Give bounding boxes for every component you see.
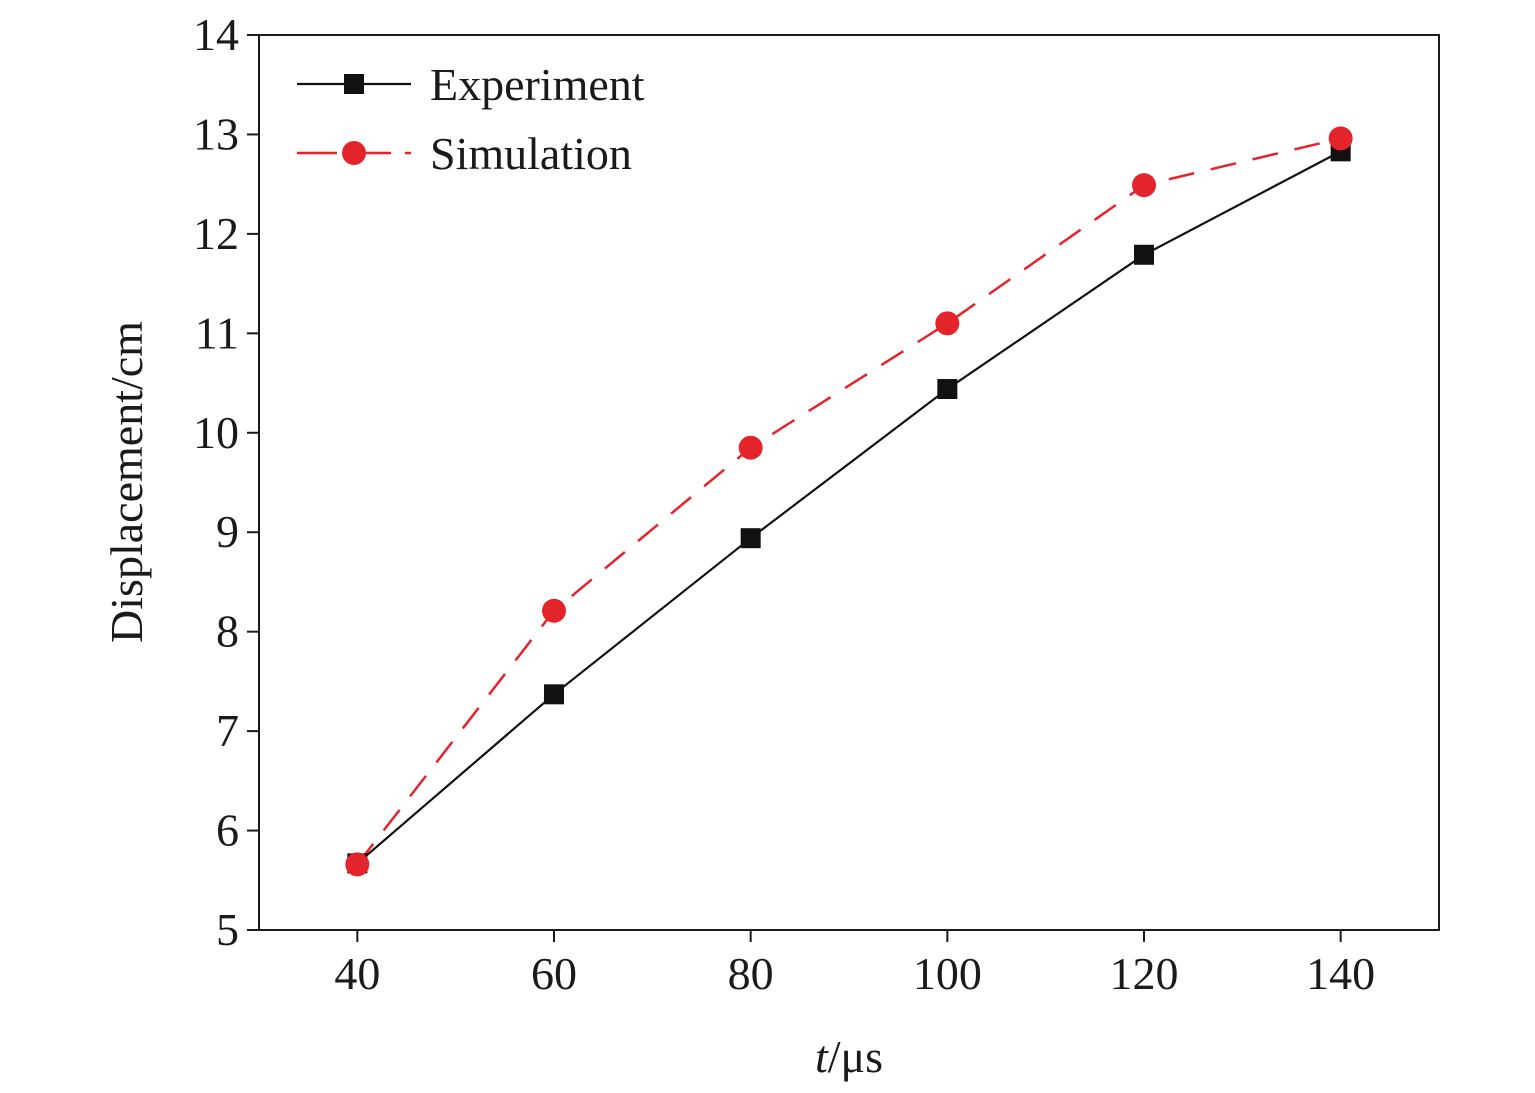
y-tick-label: 12 — [193, 208, 239, 259]
x-tick-label: 120 — [1110, 948, 1179, 999]
x-axis-title-variable: t — [815, 1031, 829, 1082]
y-tick-label: 6 — [216, 805, 239, 856]
y-tick-label: 11 — [195, 307, 239, 358]
series-layer — [345, 126, 1353, 877]
y-tick-label: 8 — [216, 606, 239, 657]
experiment-point — [740, 528, 761, 549]
x-axis-title-unit: /μs — [828, 1031, 883, 1082]
y-tick-label: 13 — [193, 108, 239, 159]
simulation-point — [345, 852, 370, 877]
legend: Experiment Simulation — [297, 59, 645, 179]
experiment-series-line — [356, 150, 1342, 865]
y-axis-title: Displacement/cm — [101, 321, 152, 643]
y-tick-label: 10 — [193, 407, 239, 458]
legend-marker-experiment — [344, 74, 364, 94]
simulation-point — [738, 435, 763, 460]
y-tick-label: 5 — [216, 904, 239, 955]
legend-label-simulation: Simulation — [430, 128, 632, 179]
experiment-point — [544, 684, 564, 705]
x-axis-ticks: 40 60 80 100 120 140 — [334, 930, 1375, 999]
simulation-point — [935, 311, 960, 336]
x-tick-label: 80 — [728, 948, 774, 999]
y-tick-label: 14 — [193, 9, 239, 60]
legend-label-experiment: Experiment — [430, 59, 645, 110]
plot-frame — [258, 34, 1440, 931]
simulation-point — [542, 598, 566, 623]
experiment-point — [937, 379, 958, 400]
x-axis-title: t/μs — [815, 1031, 883, 1082]
simulation-series-line — [356, 137, 1341, 866]
x-tick-label: 40 — [334, 948, 380, 999]
x-tick-label: 100 — [913, 948, 982, 999]
simulation-point — [1328, 126, 1353, 151]
x-tick-label: 60 — [531, 948, 577, 999]
experiment-point — [1134, 244, 1154, 265]
y-tick-label: 7 — [216, 705, 239, 756]
y-axis-ticks: 5 6 7 8 9 10 11 12 13 14 — [193, 9, 259, 955]
y-tick-label: 9 — [216, 506, 239, 557]
legend-marker-simulation — [342, 141, 366, 165]
x-tick-label: 140 — [1306, 948, 1375, 999]
simulation-point — [1132, 173, 1156, 198]
